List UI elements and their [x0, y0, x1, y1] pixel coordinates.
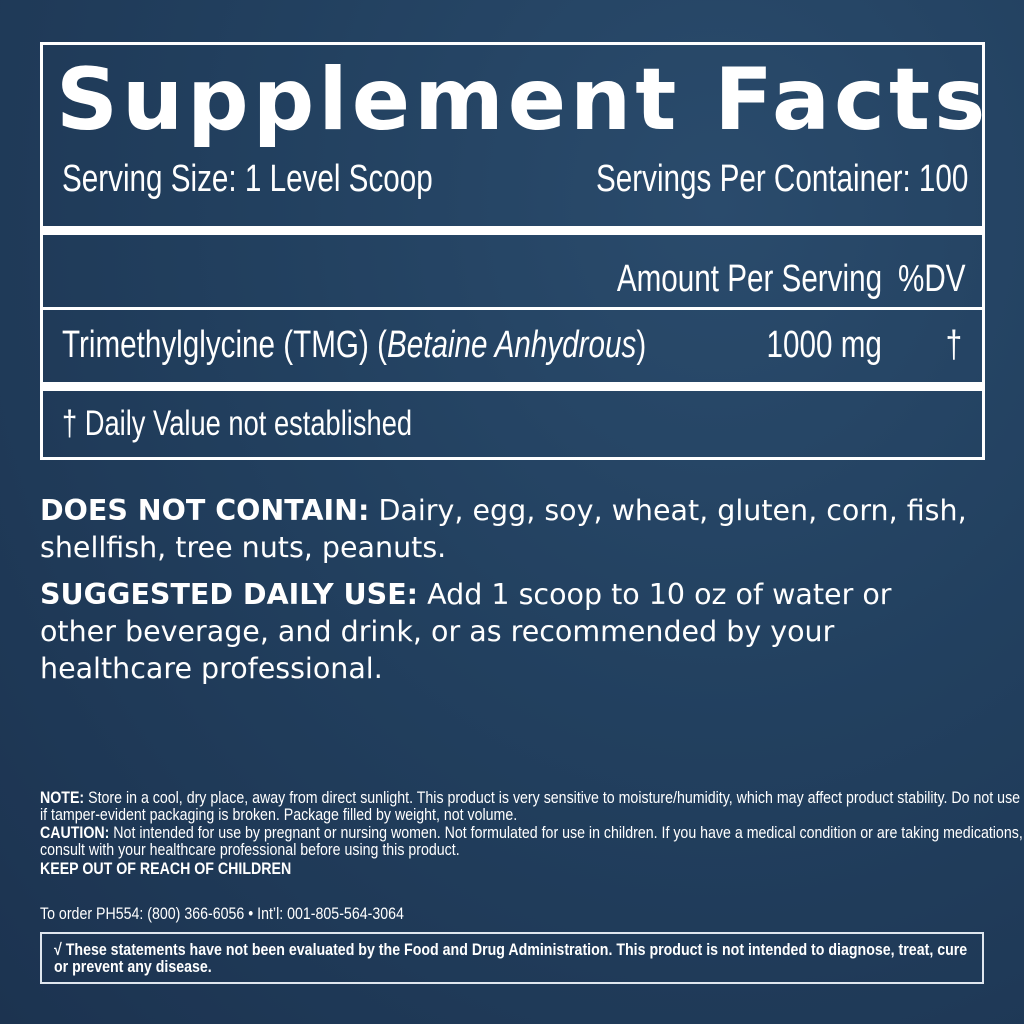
keep-out-warning: KEEP OUT OF REACH OF CHILDREN: [40, 860, 292, 878]
panel-title: Supplement Facts: [56, 50, 990, 150]
suggested-use: SUGGESTED DAILY USE: Add 1 scoop to 10 o…: [40, 578, 892, 685]
fda-disclaimer: √ These statements have not been evaluat…: [54, 941, 968, 976]
caution-text: CAUTION: Not intended for use by pregnan…: [40, 824, 1023, 859]
does-not-contain: DOES NOT CONTAIN: Dairy, egg, soy, wheat…: [40, 494, 967, 564]
amount-header: Amount Per Serving: [616, 258, 882, 300]
serving-size: Serving Size: 1 Level Scoop: [62, 158, 433, 200]
thick-divider: [43, 226, 982, 235]
dv-header: %DV: [898, 258, 966, 300]
divider: [43, 307, 982, 310]
ingredient-name: Trimethylglycine (TMG) (Betaine Anhydrou…: [62, 324, 647, 366]
note-text: NOTE: Store in a cool, dry place, away f…: [40, 789, 1021, 824]
servings-per-container: Servings Per Container: 100: [595, 158, 968, 200]
order-info: To order PH554: (800) 366-6056 • Int’l: …: [40, 905, 404, 923]
supplement-facts-panel: [40, 42, 985, 460]
ingredient-dv: †: [945, 324, 962, 366]
ingredient-amount: 1000 mg: [766, 324, 882, 366]
footnote: † Daily Value not established: [62, 404, 413, 443]
thick-divider: [43, 382, 982, 391]
fda-disclaimer-box: [40, 932, 984, 984]
